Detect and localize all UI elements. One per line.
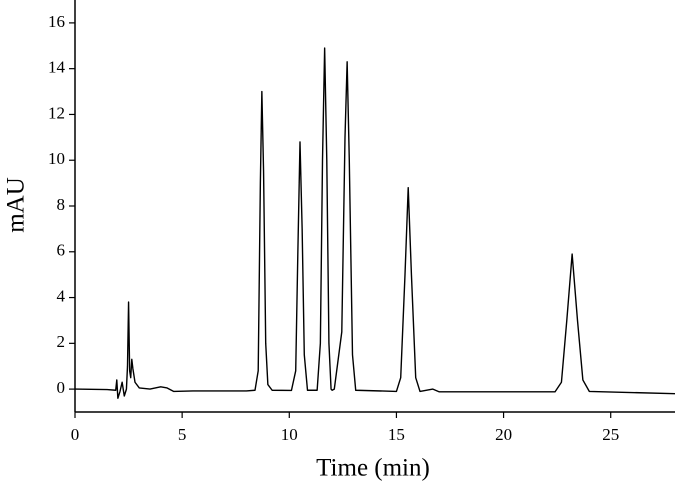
y-tick-label: 10 xyxy=(48,149,65,168)
y-tick-label: 4 xyxy=(57,286,66,305)
y-tick-label: 6 xyxy=(57,241,66,260)
x-tick-label: 20 xyxy=(495,425,512,444)
y-tick-label: 14 xyxy=(48,58,66,77)
y-tick-label: 0 xyxy=(57,378,66,397)
y-tick-label: 16 xyxy=(48,12,65,31)
x-axis-label: Time (min) xyxy=(316,455,430,482)
y-tick-label: 8 xyxy=(57,195,66,214)
y-tick-label: 12 xyxy=(48,103,65,122)
x-tick-label: 15 xyxy=(388,425,405,444)
y-axis-label: mAU xyxy=(3,177,30,233)
x-tick-label: 25 xyxy=(602,425,619,444)
x-tick-label: 5 xyxy=(178,425,187,444)
x-tick-label: 10 xyxy=(281,425,298,444)
y-tick-label: 2 xyxy=(57,332,66,351)
chromatogram-line xyxy=(74,47,676,399)
x-tick-label: 0 xyxy=(71,425,80,444)
